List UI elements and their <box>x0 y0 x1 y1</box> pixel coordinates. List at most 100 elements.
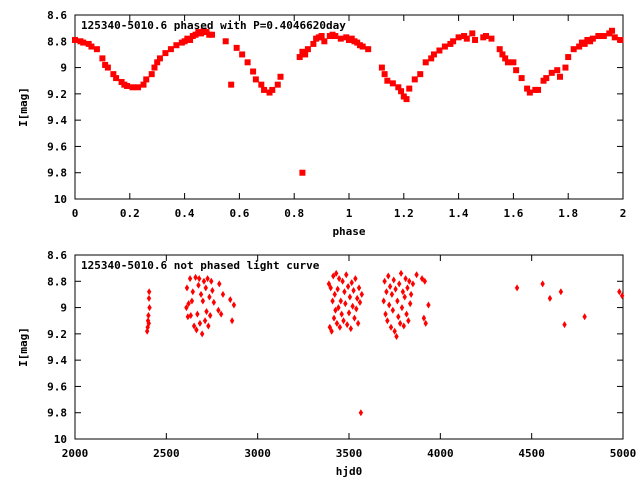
phased-data-point <box>187 36 194 43</box>
unphased-data-point <box>184 304 189 312</box>
phased-data-point <box>422 59 429 66</box>
unphased-data-point <box>218 310 224 318</box>
unphased-data-point <box>335 285 340 293</box>
phased-data-point <box>88 43 95 50</box>
phased-data-point <box>436 47 443 54</box>
unphased-data-point <box>349 279 354 287</box>
phased-data-point <box>535 86 542 93</box>
phased-data-point <box>124 82 131 89</box>
unphased-data-point <box>408 290 414 298</box>
unphased-data-point <box>562 321 567 329</box>
phased-data-point <box>310 40 317 47</box>
unphased-data-point <box>354 305 359 313</box>
phased-data-point <box>526 89 533 96</box>
unphased-data-point <box>400 288 406 296</box>
unphased-data-point <box>356 284 362 292</box>
phased-data-point <box>222 38 229 45</box>
phased-data-point <box>611 34 618 41</box>
phased-data-point <box>129 84 136 91</box>
phased-data-point <box>570 46 577 53</box>
unphased-data-point <box>397 280 402 288</box>
phased-x-tick-label: 0 <box>72 207 79 220</box>
unphased-data-point <box>547 294 553 302</box>
phased-data-point <box>209 31 215 38</box>
phased-x-tick-label: 0.8 <box>284 207 304 220</box>
unphased-data-point <box>206 322 211 330</box>
unphased-data-point <box>338 297 343 305</box>
phased-data-point <box>277 73 284 80</box>
phased-x-ticks: 0 0.2 0.4 0.6 0.8 1 1.2 1.4 1.6 1.8 2 <box>72 15 626 220</box>
unphased-x-tick-label: 2000 <box>62 447 89 460</box>
phased-y-tick-label: 8.8 <box>47 35 67 48</box>
unphased-data-point <box>334 319 340 327</box>
phased-data-point <box>233 44 240 51</box>
unphased-data-point <box>540 280 545 288</box>
unphased-data-point <box>404 310 409 318</box>
phased-data-point <box>395 84 402 91</box>
phased-panel: 8.6 8.8 9 9.2 9.4 9.6 9.8 10 0 0.2 0.4 0.6 0.8 1 1.2 1… <box>17 9 626 238</box>
unphased-data-point <box>394 332 399 340</box>
unphased-data-point <box>426 301 431 309</box>
phased-data-point <box>269 86 276 93</box>
phased-data-point <box>93 46 100 53</box>
unphased-data-point <box>332 290 337 298</box>
phased-data-point <box>318 33 325 40</box>
unphased-data-point <box>397 319 403 327</box>
phased-data-point <box>239 51 246 58</box>
unphased-data-point <box>146 319 151 327</box>
phased-data-point <box>296 54 303 61</box>
phased-y-axis-title: I[mag] <box>17 87 30 127</box>
unphased-y-ticks: 8.6 8.8 9 9.2 9.4 9.6 9.8 10 <box>47 249 623 446</box>
unphased-data-point <box>203 284 208 292</box>
unphased-data-point <box>340 277 345 285</box>
unphased-data-point <box>345 283 351 291</box>
unphased-y-tick-label: 8.8 <box>47 275 67 288</box>
unphased-chart-title: 125340-5010.6 not phased light curve <box>81 259 320 272</box>
unphased-data-point <box>229 317 235 325</box>
phased-data-point <box>250 68 257 75</box>
unphased-data-point <box>190 288 196 296</box>
unphased-data-point <box>216 306 221 314</box>
unphased-plot-frame <box>74 254 624 440</box>
unphased-data-point <box>196 281 201 289</box>
phased-data-point <box>365 46 372 53</box>
unphased-data-point <box>184 284 190 292</box>
unphased-data-point <box>348 325 354 333</box>
phased-y-tick-label: 8.6 <box>47 9 67 22</box>
unphased-data-point <box>339 310 344 318</box>
unphased-data-point <box>391 276 396 284</box>
unphased-data-point <box>383 310 388 318</box>
phased-data-point <box>463 35 470 42</box>
unphased-data-point <box>350 302 355 310</box>
phased-chart-title: 125340-5010.6 phased with P=0.4046620day <box>81 19 346 32</box>
unphased-x-tick-label: 3000 <box>244 447 271 460</box>
phased-data-point <box>513 67 520 74</box>
unphased-data-point <box>336 275 342 283</box>
unphased-data-point <box>328 284 333 292</box>
phased-data-point <box>398 88 405 95</box>
phased-data-point <box>472 36 479 43</box>
unphased-data-point <box>352 314 357 322</box>
phased-data-point <box>274 81 281 88</box>
unphased-data-point <box>401 322 406 330</box>
unphased-data-point <box>146 311 151 319</box>
phased-x-tick-label: 1 <box>346 207 353 220</box>
phased-data-point <box>510 59 517 66</box>
unphased-data-point <box>211 298 217 306</box>
unphased-y-tick-label: 9.2 <box>47 328 67 341</box>
phased-data-point <box>496 46 503 53</box>
unphased-data-point <box>330 297 335 305</box>
unphased-data-point <box>333 306 338 314</box>
unphased-data-point <box>387 283 393 291</box>
phased-data-point <box>411 76 418 83</box>
phased-data-point <box>167 46 174 53</box>
phased-data-point <box>556 73 563 80</box>
unphased-data-point <box>381 297 386 305</box>
unphased-data-point <box>204 308 209 316</box>
unphased-data-point <box>220 290 226 298</box>
phased-data-point <box>156 55 163 62</box>
phased-data-point <box>562 64 569 71</box>
unphased-data-point <box>343 300 348 308</box>
phased-data-point <box>595 33 602 40</box>
unphased-x-tick-label: 2500 <box>153 447 180 460</box>
